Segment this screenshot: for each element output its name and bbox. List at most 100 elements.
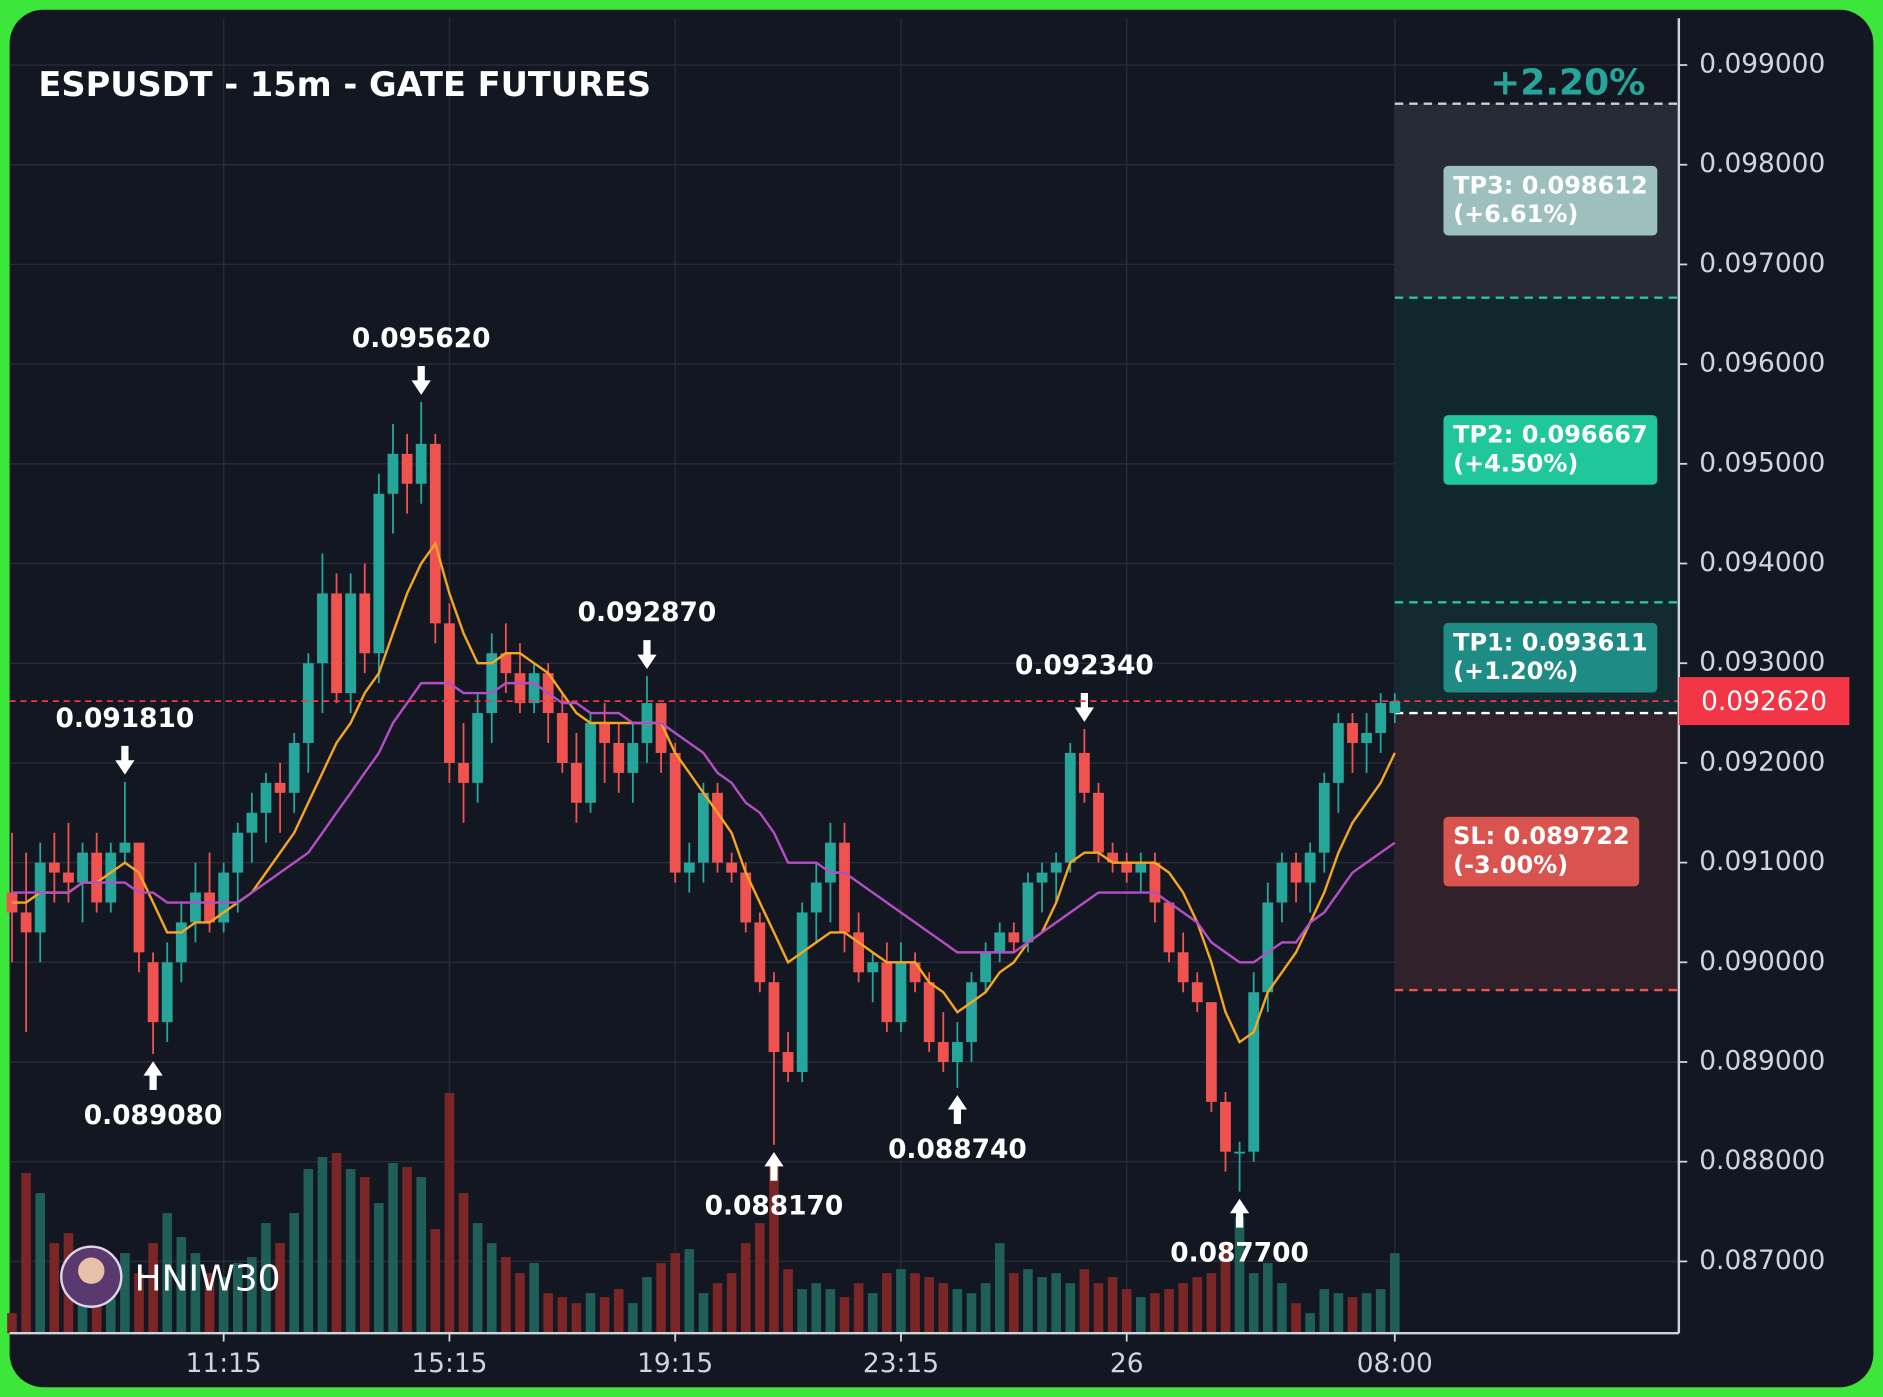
candle-body (613, 742, 625, 773)
candle-body (839, 842, 850, 933)
pivot-arrow (637, 640, 657, 669)
candle-body (698, 792, 709, 863)
volume-bar (303, 1169, 314, 1334)
change-label: +2.20% (1490, 63, 1645, 104)
volume-bar (374, 1203, 384, 1334)
y-tick-label: 0.088000 (1699, 1145, 1825, 1176)
candle-body (1290, 862, 1302, 883)
candle-body (1248, 992, 1260, 1152)
candle-body (1078, 752, 1090, 793)
y-tick-label: 0.096000 (1699, 348, 1825, 379)
candle-body (712, 792, 723, 863)
level-note: (-3.00%) (1453, 851, 1568, 879)
x-tick-label: 15:15 (411, 1348, 487, 1379)
candle-body (500, 653, 512, 674)
candle-body (91, 852, 103, 903)
x-tick-label: 08:00 (1357, 1348, 1433, 1379)
y-tick-label: 0.093000 (1699, 647, 1825, 678)
candle-body (810, 882, 822, 913)
volume-bar (1390, 1253, 1400, 1334)
candle-body (204, 892, 215, 923)
candle-body (1332, 723, 1344, 783)
candle-body (232, 832, 244, 873)
pivot-arrow (115, 745, 135, 775)
pivot-label: 0.087700 (1170, 1238, 1309, 1269)
volume-bar (924, 1277, 934, 1334)
candle-body (1036, 872, 1048, 883)
volume-bar (345, 1169, 356, 1334)
volume-bar (275, 1243, 285, 1334)
candle-body (1093, 792, 1104, 853)
volume-bar (120, 1253, 130, 1334)
volume-bar (1361, 1293, 1372, 1334)
y-tick-label: 0.099000 (1699, 49, 1825, 80)
candle-body (1191, 982, 1203, 1003)
candle-body (994, 932, 1006, 953)
candle-body (161, 962, 173, 1023)
volume-bar (571, 1303, 582, 1334)
candle-body (556, 713, 568, 763)
pivot-label: 0.088170 (705, 1191, 844, 1222)
candle-body (34, 862, 46, 933)
level-box (1443, 816, 1640, 887)
y-tick-label: 0.092000 (1699, 746, 1825, 777)
candle-body (726, 862, 738, 873)
volume-bar (938, 1283, 949, 1334)
volume-bar (529, 1263, 539, 1334)
y-tick-label: 0.091000 (1699, 846, 1825, 877)
volume-bar (1079, 1269, 1090, 1334)
candle-body (472, 713, 484, 783)
candle-body (1177, 952, 1189, 983)
pivot-label: 0.092340 (1015, 650, 1154, 681)
candle-body (1318, 782, 1330, 853)
volume-bar (811, 1283, 822, 1334)
candle-body (867, 962, 879, 973)
volume-bar (1347, 1297, 1358, 1334)
volume-bar (1093, 1283, 1104, 1334)
volume-bar (1305, 1313, 1315, 1334)
chart-title: ESPUSDT - 15m - GATE FUTURES (38, 65, 651, 104)
volume-bar (1291, 1303, 1301, 1334)
candle-body (133, 842, 145, 953)
level-note: (+4.50%) (1453, 449, 1578, 477)
volume-bar (1023, 1269, 1033, 1334)
pivot-arrow (1229, 1198, 1250, 1228)
volume-bar (162, 1213, 173, 1334)
candle-body (345, 593, 357, 694)
pivot-label: 0.091810 (56, 703, 195, 734)
volume-bar (599, 1297, 610, 1334)
candle-body (514, 673, 526, 704)
candle-body (387, 453, 399, 494)
candle-body (1234, 1151, 1246, 1154)
candle-body (415, 443, 427, 484)
candle-body (486, 653, 498, 714)
volume-bar (416, 1177, 427, 1334)
candle-body (881, 962, 893, 1023)
candle-body (951, 1042, 963, 1063)
volume-bar (402, 1167, 412, 1334)
candle-body (571, 762, 582, 803)
pivot-arrow (764, 1151, 784, 1181)
candle-body (1375, 703, 1387, 734)
volume-bar (585, 1293, 596, 1334)
volume-bar (261, 1223, 271, 1334)
candle-body (288, 742, 300, 793)
volume-bar (825, 1289, 836, 1334)
level-label: TP3: 0.098612 (1453, 171, 1648, 199)
candle-body (302, 663, 314, 743)
volume-bar (1051, 1273, 1061, 1334)
candle-body (1064, 752, 1076, 863)
volume-bar (134, 1273, 144, 1334)
level-label: TP1: 0.093611 (1453, 628, 1648, 656)
volume-bar (331, 1153, 342, 1334)
volume-bar (388, 1163, 398, 1334)
pivot-label: 0.089080 (84, 1100, 223, 1131)
pivot-arrow (143, 1061, 163, 1091)
avatar-face (78, 1257, 105, 1284)
level-box (1443, 415, 1658, 485)
volume-bar (910, 1273, 920, 1334)
volume-bar (190, 1253, 201, 1334)
y-tick-label: 0.095000 (1699, 447, 1825, 478)
volume-bar (359, 1177, 370, 1334)
y-tick-label: 0.089000 (1699, 1046, 1825, 1077)
